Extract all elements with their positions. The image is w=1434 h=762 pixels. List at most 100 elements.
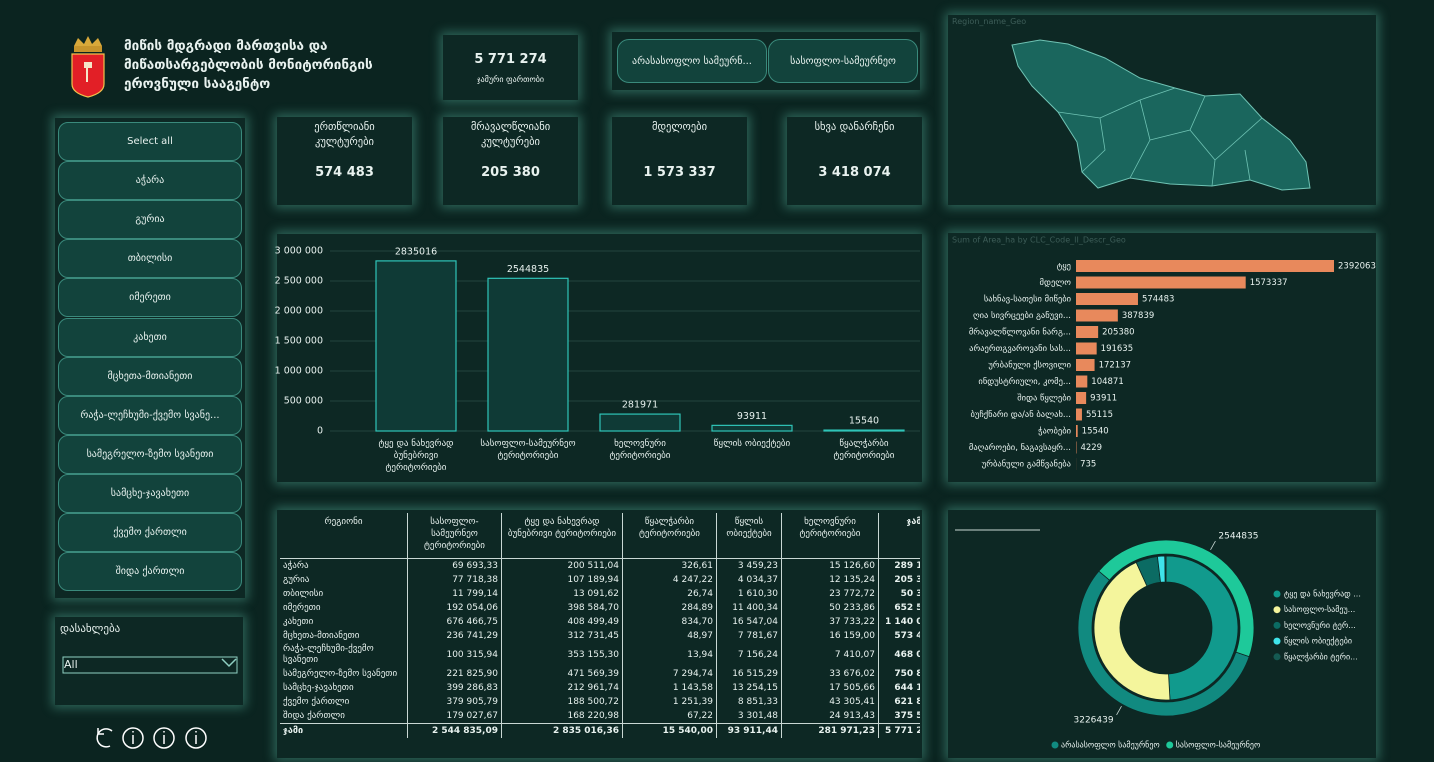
header-row: რეგიონი სასოფლო-სამეურნეო ტერიტორიები ტყე …: [280, 513, 920, 559]
table-cell: 221 825,90: [407, 667, 502, 681]
settlement-label: დასახლება: [60, 622, 121, 635]
table-cell: კახეთი: [280, 615, 408, 629]
table-cell: 471 569,39: [501, 667, 623, 681]
x-tick-label: წყლის ობიექტები: [713, 439, 791, 449]
table-cell: 2 835 016,36: [501, 723, 623, 738]
table-cell: 750 881,34: [878, 667, 920, 681]
table-cell: 212 961,74: [501, 681, 623, 695]
column-header: წყლის ობიექტები: [716, 513, 782, 559]
region-button[interactable]: Select all: [58, 122, 242, 161]
x-tick-label: სასოფლო-სამეურნეო ტერიტორიები: [480, 439, 576, 461]
table-cell: 4 247,22: [622, 573, 717, 587]
region-button[interactable]: თბილისი: [58, 239, 242, 279]
kpi-card: ერთწლიანი კულტურები 574 483: [277, 117, 412, 205]
table-row: სამცხე-ჯავახეთი 399 286,83 212 961,74 1 143…: [280, 681, 920, 695]
column-header: ჯამი: [878, 513, 920, 559]
table-cell: რაჭა-ლეჩხუმი-ქვემო სვანეთი: [280, 643, 408, 667]
table-cell: მცხეთა-მთიანეთი: [280, 629, 408, 643]
table-cell: 67,22: [622, 709, 717, 724]
table-cell: 16 515,29: [716, 667, 782, 681]
table-cell: 200 511,04: [501, 558, 623, 573]
table-cell: 7 156,24: [716, 643, 782, 667]
table-cell: 2 544 835,09: [407, 723, 502, 738]
settlement-selected[interactable]: All: [64, 658, 78, 671]
type-filter-button[interactable]: არასასოფლო სამეურნ...: [617, 39, 767, 83]
region-button[interactable]: ქვემო ქართლი: [58, 513, 242, 552]
reset-arrow: [97, 728, 104, 735]
info-icon[interactable]: [122, 727, 144, 749]
table-cell: შიდა ქართლი: [280, 709, 408, 724]
table-cell: 375 530,78: [878, 709, 920, 724]
table-cell: 326,61: [622, 558, 717, 573]
table-cell: 281 971,23: [781, 723, 879, 738]
kpi-value: 3 418 074: [818, 165, 891, 180]
region-button[interactable]: რაჭა-ლეჩხუმი-ქვემო სვანე...: [58, 395, 242, 435]
agency-title: მიწის მდგრადი მართვისა და: [124, 38, 328, 54]
bottom-icons: [96, 727, 207, 749]
table-cell: 24 913,43: [781, 709, 879, 724]
table-cell: იმერეთი: [280, 601, 408, 615]
table-cell: გურია: [280, 573, 408, 587]
table-cell: 408 499,49: [501, 615, 623, 629]
x-tick-label: წყალჭარბი ტერიტორიები: [833, 439, 895, 461]
info-icon[interactable]: [185, 727, 207, 749]
logo: [71, 36, 105, 98]
table-cell: 50 300,52: [878, 587, 920, 601]
region-button[interactable]: გურია: [58, 200, 242, 240]
table-cell: 13 254,15: [716, 681, 782, 695]
type-filter-button[interactable]: სასოფლო-სამეურნეო: [768, 39, 918, 83]
table-cell: 5 771 274,13: [878, 723, 920, 738]
data-table: რეგიონი სასოფლო-სამეურნეო ტერიტორიები ტყე …: [280, 513, 920, 756]
region-button[interactable]: იმერეთი: [58, 278, 242, 318]
info-icon[interactable]: [153, 727, 175, 749]
table-cell: 284,89: [622, 601, 717, 615]
region-button[interactable]: სამეგრელო-ზემო სვანეთი: [58, 434, 242, 474]
reset-icon[interactable]: [96, 728, 113, 748]
region-button[interactable]: აჭარა: [58, 161, 242, 201]
table-cell: ჯამი: [280, 723, 408, 738]
table-cell: 179 027,67: [407, 709, 502, 724]
table-cell: 8 851,33: [716, 695, 782, 709]
table-cell: 644 151,97: [878, 681, 920, 695]
table-cell: 168 220,98: [501, 709, 623, 724]
table-cell: 7 410,07: [781, 643, 879, 667]
table-cell: თბილისი: [280, 587, 408, 601]
table-cell: 15 540,00: [622, 723, 717, 738]
table-cell: 16 547,04: [716, 615, 782, 629]
table-cell: 621 814,63: [878, 695, 920, 709]
table-cell: აჭარა: [280, 558, 408, 573]
map-title: Region_name_Geo: [952, 17, 1027, 26]
crown-band: [74, 46, 102, 52]
table-cell: 399 286,83: [407, 681, 502, 695]
table-cell: 50 233,86: [781, 601, 879, 615]
table-cell: 4 034,37: [716, 573, 782, 587]
total-card: [443, 35, 578, 100]
map-region-borders: [1057, 87, 1263, 187]
column-header: სასოფლო-სამეურნეო ტერიტორიები: [407, 513, 502, 559]
kpi-value: 574 483: [315, 165, 374, 180]
region-button[interactable]: კახეთი: [58, 317, 242, 357]
georgia-map: [1011, 39, 1311, 191]
region-button[interactable]: მცხეთა-მთიანეთი: [58, 356, 242, 396]
total-value: 5 771 274: [474, 52, 547, 67]
table-cell: სამეგრელო-ზემო სვანეთი: [280, 667, 408, 681]
table-cell: 676 466,75: [407, 615, 502, 629]
column-header: წყალჭარბი ტერიტორიები: [622, 513, 717, 559]
table-cell: 1 140 081,20: [878, 615, 920, 629]
region-button[interactable]: შიდა ქართლი: [58, 552, 242, 592]
x-tick-label: ხელოვნური ტერიტორიები: [609, 439, 671, 461]
map-outline: [1011, 39, 1311, 191]
table-cell: 17 505,66: [781, 681, 879, 695]
column-header: ხელოვნური ტერიტორიები: [781, 513, 879, 559]
dropdown-box[interactable]: [62, 656, 238, 674]
table-row: მცხეთა-მთიანეთი 236 741,29 312 731,45 48,97…: [280, 629, 920, 643]
table-cell: 468 051,49: [878, 643, 920, 667]
region-button[interactable]: სამცხე-ჯავახეთი: [58, 473, 242, 513]
table: რეგიონი სასოფლო-სამეურნეო ტერიტორიები ტყე …: [280, 513, 920, 738]
table-cell: 12 135,24: [781, 573, 879, 587]
table-row: თბილისი 11 799,14 13 091,62 26,74 1 610,30 23…: [280, 587, 920, 601]
table-cell: 16 159,00: [781, 629, 879, 643]
